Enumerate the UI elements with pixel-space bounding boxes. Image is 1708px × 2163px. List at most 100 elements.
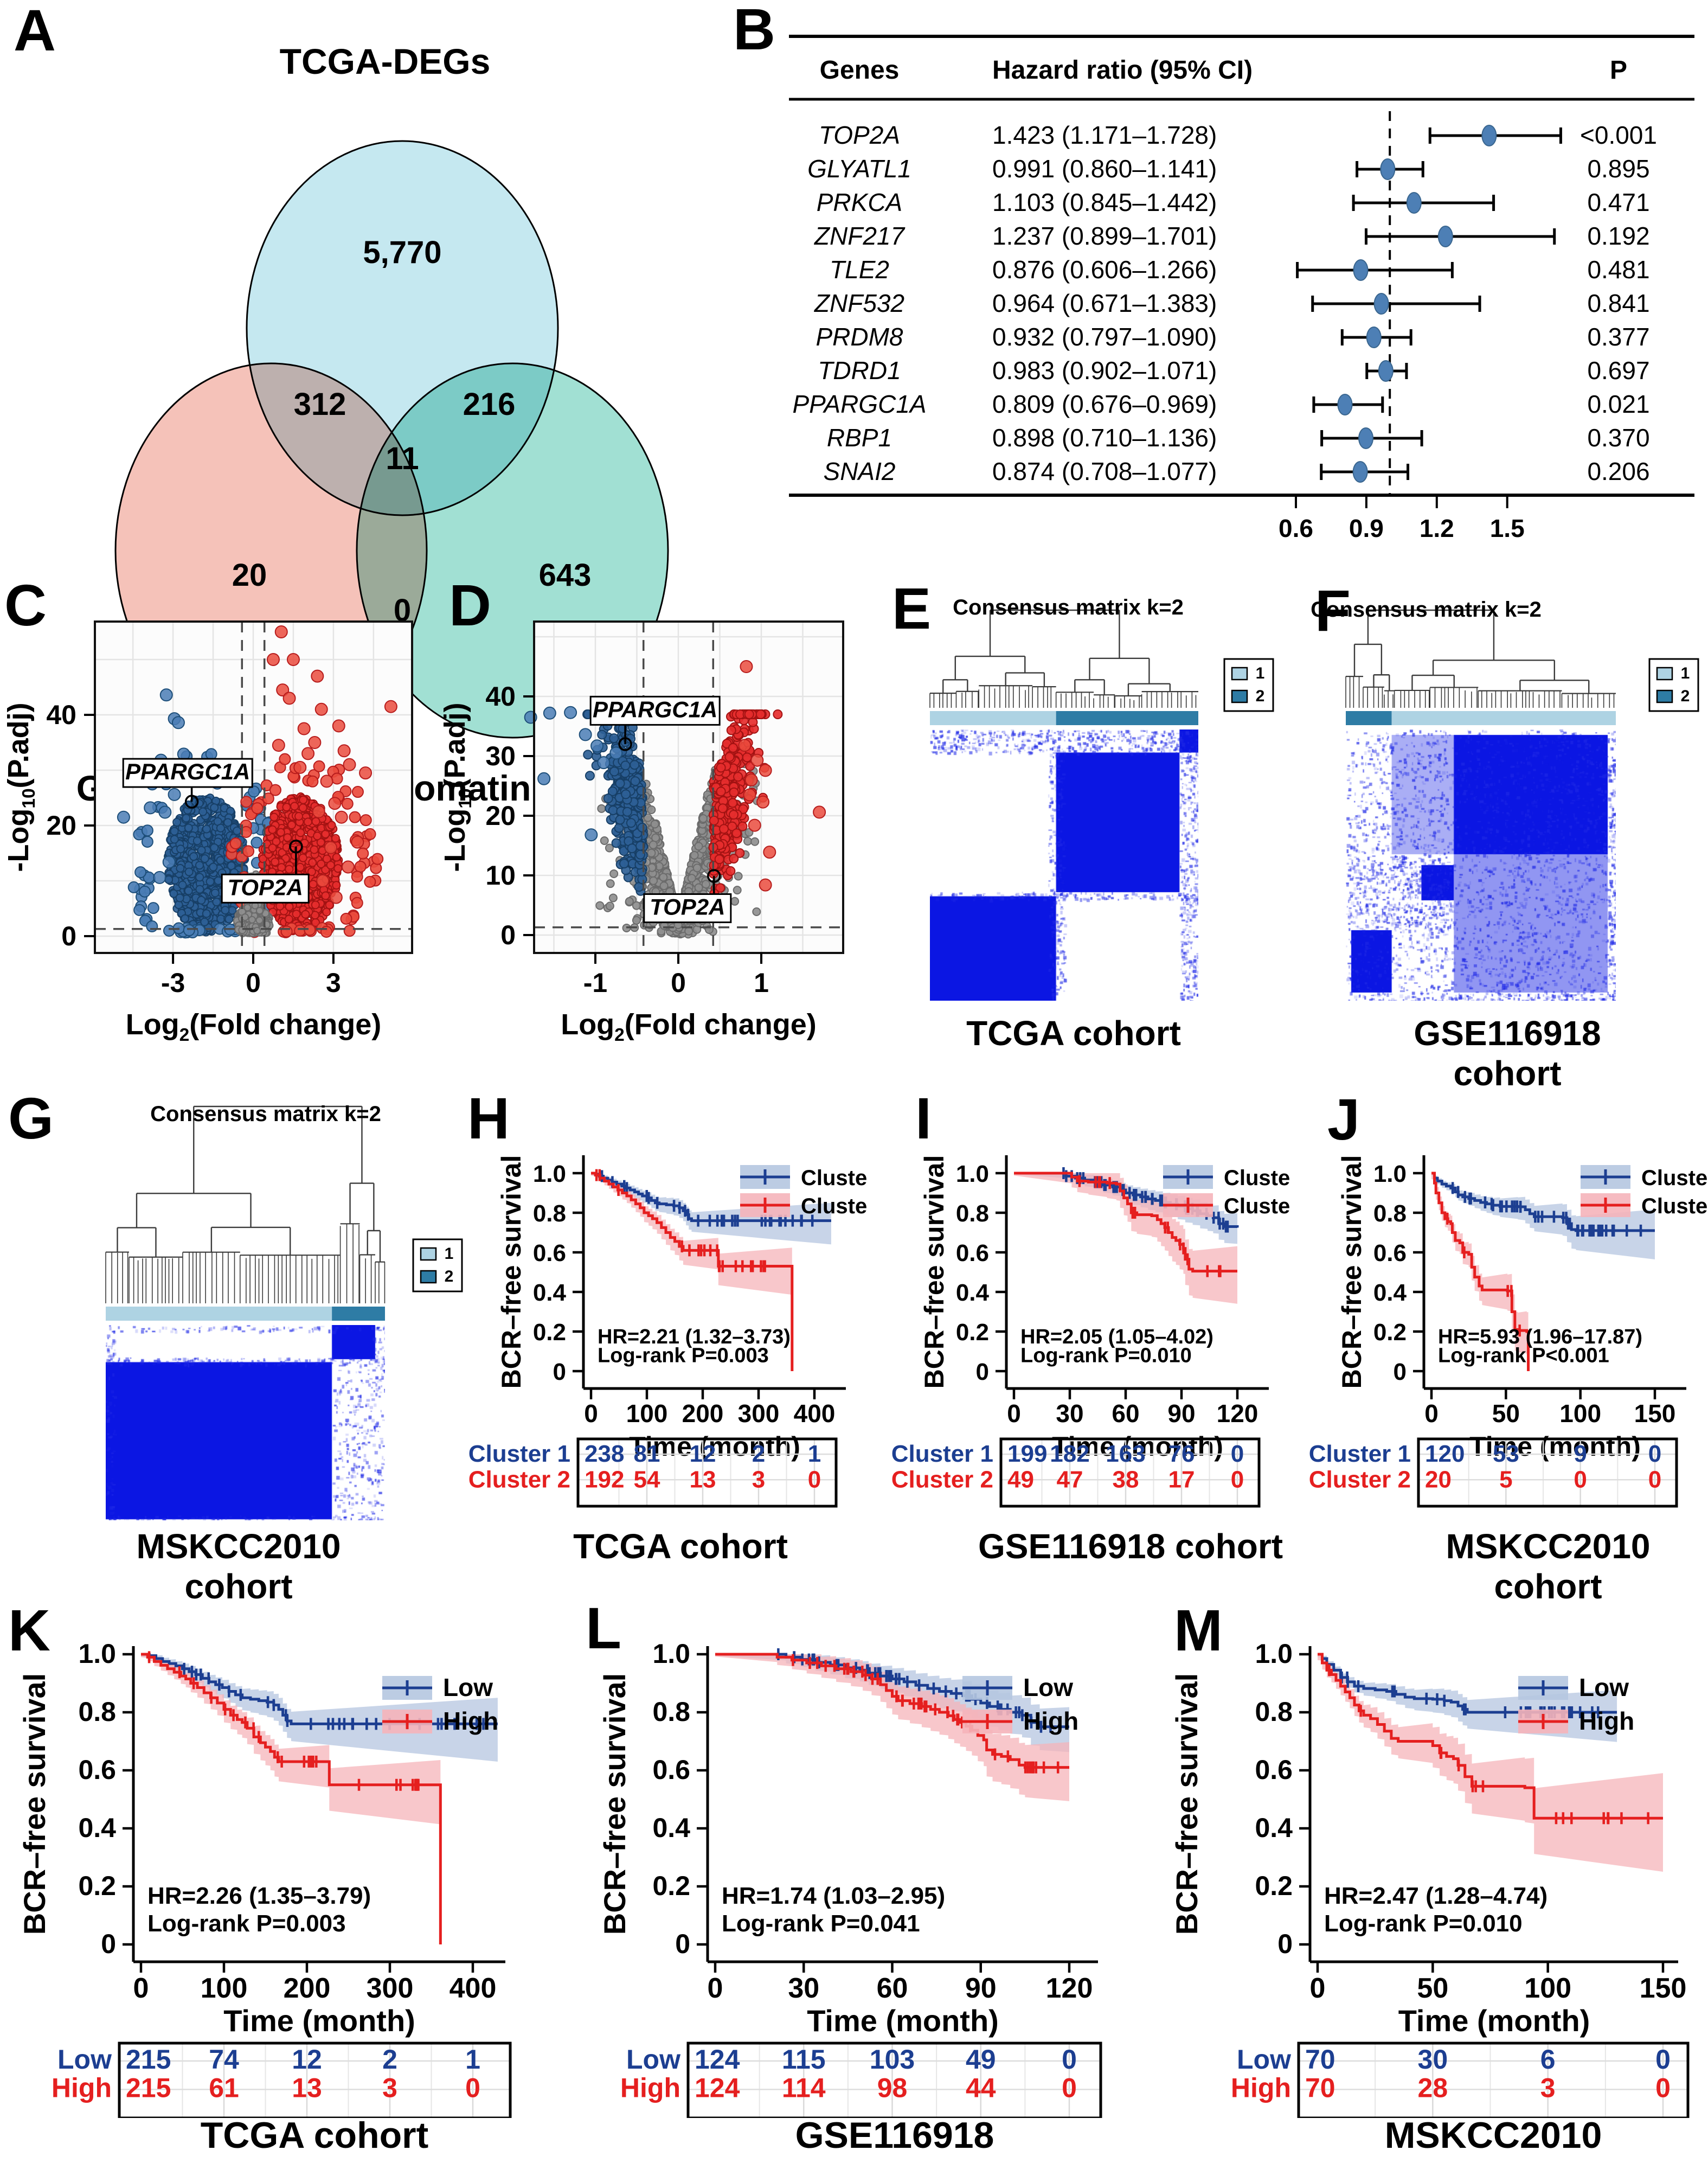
km-curve-1 <box>715 1653 1069 1729</box>
panel-forest: Genes Hazard ratio (95% CI) P TOP2A 1.423 (1… <box>773 3 1708 564</box>
svg-text:BCR–free survival: BCR–free survival <box>919 1155 949 1389</box>
caption-j: MSKCC2010 cohort <box>1446 1527 1651 1606</box>
svg-text:49: 49 <box>966 2044 996 2075</box>
svg-text:High: High <box>443 1707 498 1735</box>
km-stats-text: HR=2.26 (1.35–3.79)Log-rank P=0.003 <box>147 1883 371 1937</box>
svg-text:HR=2.26 (1.35–3.79): HR=2.26 (1.35–3.79) <box>147 1883 371 1909</box>
svg-text:HR=5.93 (1.96–17.87): HR=5.93 (1.96–17.87) <box>1438 1326 1642 1348</box>
svg-text:TDRD1: TDRD1 <box>818 356 901 385</box>
dendrogram <box>1345 609 1616 708</box>
svg-text:Cluster 2: Cluster 2 <box>801 1194 868 1218</box>
km-plot-expr-tcga: 0 0.2 0.4 0.6 0.8 1.0 0 100 200 300 400 Time (month… <box>17 1639 512 2118</box>
svg-text:98: 98 <box>877 2072 908 2103</box>
consensus-title-e: Consensus matrix k=2 <box>953 596 1184 619</box>
svg-text:0.8: 0.8 <box>78 1697 116 1727</box>
svg-text:1.423 (1.171–1.728): 1.423 (1.171–1.728) <box>992 121 1217 149</box>
svg-text:HR=2.21 (1.32–3.73): HR=2.21 (1.32–3.73) <box>598 1326 791 1348</box>
svg-text:124: 124 <box>695 2044 740 2075</box>
forest-rows: TOP2A 1.423 (1.171–1.728) <0.001 GLYATL1 0.9… <box>792 121 1657 485</box>
svg-text:Log-rank P=0.010: Log-rank P=0.010 <box>1020 1345 1192 1367</box>
svg-text:53: 53 <box>1493 1441 1519 1467</box>
svg-text:0.192: 0.192 <box>1587 222 1649 250</box>
svg-text:1: 1 <box>1681 664 1690 682</box>
svg-text:0.471: 0.471 <box>1587 188 1649 216</box>
svg-text:2: 2 <box>1256 687 1265 705</box>
consensus-matrix-gse: 12 <box>1345 609 1699 725</box>
svg-text:49: 49 <box>1007 1466 1034 1493</box>
panel-volcano-tcga: -3 0 3 0 20 40 -Log10(P.adj) Log2(Fold change) P… <box>0 575 439 1052</box>
km-axes: 0 0.2 0.4 0.6 0.8 1.0 0 100 200 300 400 <box>533 1155 846 1428</box>
km-axes: 00.20.40.60.81.00 50 100 150 <box>1255 1639 1686 2004</box>
km-risk-table: Low 124 115 103 49 0 High 124 114 98 44 0 <box>620 2042 1102 2118</box>
consensus-heatmap <box>930 729 1198 1001</box>
km-stats-text: HR=2.21 (1.32–3.73)Log-rank P=0.003 <box>598 1326 791 1367</box>
svg-text:0.895: 0.895 <box>1587 155 1649 183</box>
panel-l-letter: L <box>586 1595 621 1661</box>
consensus-matrix-mskcc: 12 <box>105 1105 463 1321</box>
svg-text:0: 0 <box>1648 1466 1661 1493</box>
svg-text:1.237 (0.899–1.701): 1.237 (0.899–1.701) <box>992 222 1217 250</box>
svg-text:Log-rank P=0.003: Log-rank P=0.003 <box>598 1345 769 1367</box>
svg-text:17: 17 <box>1168 1466 1195 1493</box>
svg-text:TOP2A: TOP2A <box>819 121 900 149</box>
svg-text:400: 400 <box>794 1399 836 1428</box>
svg-text:Log-rank P=0.041: Log-rank P=0.041 <box>722 1910 920 1937</box>
svg-text:2: 2 <box>752 1441 765 1467</box>
km-stats-text: HR=2.47 (1.28–4.74)Log-rank P=0.010 <box>1324 1883 1548 1937</box>
svg-text:0.874 (0.708–1.077): 0.874 (0.708–1.077) <box>992 457 1217 485</box>
svg-text:12: 12 <box>292 2044 322 2075</box>
svg-text:0.4: 0.4 <box>956 1279 990 1306</box>
volcano-gene-labels: PPARGC1A TOP2A <box>122 758 310 904</box>
km-legend: Cluster 1 Cluster 2 <box>1163 1165 1290 1218</box>
km-plot-cluster-gse: 0 0.2 0.4 0.6 0.8 1.0 0 30 60 90 120 Time (month) BC… <box>891 1155 1290 1508</box>
caption-h: TCGA cohort <box>573 1527 788 1566</box>
caption-i: GSE116918 cohort <box>978 1527 1283 1566</box>
svg-text:High: High <box>620 2072 680 2103</box>
svg-text:150: 150 <box>1634 1399 1676 1428</box>
svg-text:61: 61 <box>209 2072 239 2103</box>
km-confidence-bands <box>141 1654 498 1944</box>
cluster-band <box>930 711 1198 725</box>
caption-f: GSE116918 cohort <box>1414 1014 1601 1093</box>
svg-text:40: 40 <box>46 700 76 730</box>
consensus-title-f: Consensus matrix k=2 <box>1311 598 1542 622</box>
venn-set-label-tcga: TCGA-DEGs <box>279 41 491 81</box>
svg-text:100: 100 <box>626 1399 668 1428</box>
svg-text:-Log10(P.adj): -Log10(P.adj) <box>2 702 39 872</box>
svg-text:Log2(Fold change): Log2(Fold change) <box>126 1008 382 1045</box>
svg-text:0: 0 <box>584 1399 598 1428</box>
caption-m: MSKCC2010 cohort <box>1384 2115 1602 2163</box>
svg-text:High: High <box>1023 1707 1078 1735</box>
svg-text:-Log10(P.adj): -Log10(P.adj) <box>439 702 476 872</box>
svg-text:0.964 (0.671–1.383): 0.964 (0.671–1.383) <box>992 289 1217 317</box>
forest-header: Genes Hazard ratio (95% CI) P <box>820 56 1627 85</box>
km-legend: Cluster 1 Cluster 2 <box>1581 1165 1708 1218</box>
panel-km-cluster-mskcc: 0 0.2 0.4 0.6 0.8 1.0 0 50 100 150 Time (month) BCR… <box>1285 1066 1708 1527</box>
svg-text:-1: -1 <box>583 968 607 998</box>
svg-text:3: 3 <box>382 2072 397 2103</box>
km-stats-text: HR=2.05 (1.05–4.02)Log-rank P=0.010 <box>1020 1326 1213 1367</box>
consensus-legend: 12 <box>1223 658 1274 712</box>
km-curves <box>1318 1653 1663 1825</box>
forest-axis: 0.6 0.9 1.2 1.5 <box>1279 495 1525 542</box>
svg-text:3: 3 <box>326 968 341 998</box>
svg-text:13: 13 <box>690 1466 716 1493</box>
svg-text:0.932 (0.797–1.090): 0.932 (0.797–1.090) <box>992 323 1217 351</box>
svg-text:38: 38 <box>1113 1466 1139 1493</box>
svg-text:182: 182 <box>1050 1441 1089 1467</box>
svg-text:76: 76 <box>1168 1441 1195 1467</box>
dendrogram <box>105 1105 386 1303</box>
svg-text:81: 81 <box>634 1441 660 1467</box>
svg-text:1.103 (0.845–1.442): 1.103 (0.845–1.442) <box>992 188 1217 216</box>
svg-text:0.6: 0.6 <box>956 1240 989 1266</box>
km-axes: 0 0.2 0.4 0.6 0.8 1.0 0 30 60 90 120 <box>956 1155 1269 1428</box>
svg-text:9: 9 <box>1574 1441 1587 1467</box>
volcano-axes: -3 0 3 0 20 40 <box>46 700 341 998</box>
svg-text:0: 0 <box>246 968 261 998</box>
dendrogram <box>929 609 1198 708</box>
km-stats-text: HR=1.74 (1.03–2.95)Log-rank P=0.041 <box>722 1883 945 1937</box>
